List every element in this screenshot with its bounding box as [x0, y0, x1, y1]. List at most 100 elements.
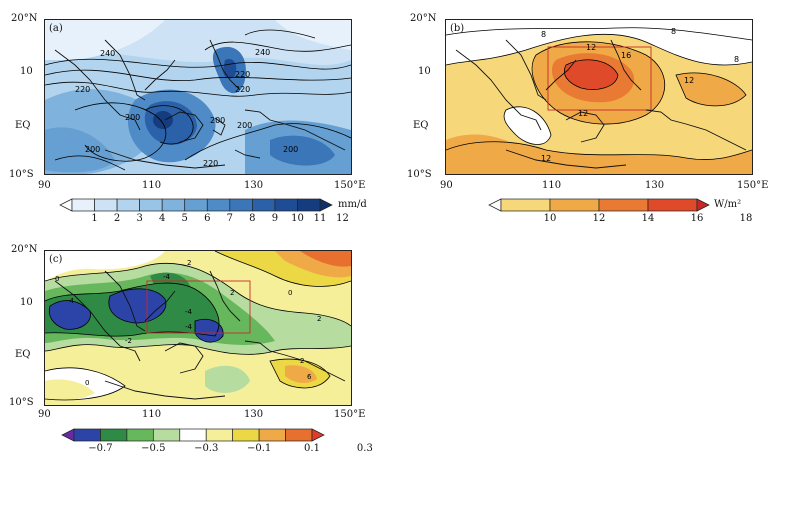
colorbar-swatch [258, 428, 286, 442]
map-a-contour-label: 240 [255, 48, 270, 57]
lat-tick-10n: 10 [20, 297, 33, 308]
lat-tick-10n: 10 [418, 66, 431, 77]
panel-label-c: (c) [49, 254, 63, 265]
colorbar-swatch [205, 428, 234, 442]
colorbar-tick-label: 4 [158, 213, 166, 224]
colorbar-tick-label: 12 [592, 213, 606, 224]
map-c-graphics: -4 -4 -4 -4 0 0 0 2 2 2 -2 2 6 [45, 251, 351, 405]
map-c-contour-label: 2 [187, 259, 191, 267]
map-b-contour-label: 16 [621, 51, 631, 60]
map-a-contour-label: 200 [210, 116, 225, 125]
colorbar-extend-right [311, 428, 325, 442]
map-c-contour-label: -4 [185, 323, 193, 331]
colorbar-tick-label: 0.1 [304, 443, 320, 454]
lon-tick-150e: 150°E [737, 180, 769, 191]
colorbar-tick-label: 3 [136, 213, 143, 224]
map-c: -4 -4 -4 -4 0 0 0 2 2 2 -2 2 6 (c) [44, 250, 352, 406]
map-a-contour-label: 220 [75, 85, 90, 94]
colorbar-swatch [229, 198, 253, 212]
map-c-contour-label: -2 [125, 337, 132, 345]
colorbar-tick-label: 7 [226, 213, 233, 224]
map-c-contour-label: 2 [230, 289, 234, 297]
colorbar-tick-label: 14 [641, 213, 655, 224]
map-c-contour-label: 2 [317, 315, 321, 323]
map-b-contour-label: 12 [586, 43, 596, 52]
colorbar-swatch [100, 428, 128, 442]
lat-tick-20n: 20°N [410, 13, 437, 24]
colorbar-a [59, 198, 333, 212]
colorbar-b [488, 198, 710, 212]
map-b: 8 8 8 12 12 12 12 16 (b) [445, 19, 753, 175]
colorbar-swatch [126, 428, 154, 442]
colorbar-b-graphics [488, 198, 710, 212]
lat-tick-20n: 20°N [11, 244, 38, 255]
colorbar-swatch [116, 198, 140, 212]
colorbar-a-unit: mm/d [338, 199, 367, 210]
map-c-contour-label: 2 [300, 357, 304, 365]
colorbar-tick-label: 5 [181, 213, 188, 224]
colorbar-swatch [285, 428, 313, 442]
colorbar-c [61, 428, 325, 442]
panel-label-a: (a) [49, 23, 63, 34]
colorbar-tick-label: 0.3 [356, 443, 373, 454]
colorbar-swatch [274, 198, 298, 212]
map-b-contour-label: 12 [541, 154, 551, 163]
map-a-graphics: 240 240 220 220 220 200 200 200 200 200 … [45, 20, 351, 174]
colorbar-tick-label: 6 [204, 213, 211, 224]
colorbar-tick-label: 8 [249, 213, 256, 224]
colorbar-tick-label: −0.5 [141, 443, 166, 454]
map-c-contour-label: -4 [67, 297, 75, 305]
colorbar-swatch [206, 198, 231, 212]
colorbar-tick-label: 9 [271, 213, 279, 224]
colorbar-tick-label: −0.1 [246, 443, 272, 454]
map-a: 240 240 220 220 220 200 200 200 200 200 … [44, 19, 352, 175]
colorbar-tick-label: 11 [313, 213, 327, 224]
colorbar-tick-label: 16 [690, 213, 704, 224]
map-a-contour-label: 220 [203, 159, 218, 168]
colorbar-tick-label: 1 [91, 213, 98, 224]
lon-tick-130: 130 [244, 409, 264, 420]
colorbar-extend-left [61, 428, 75, 442]
colorbar-swatch [184, 198, 208, 212]
panel-label-b: (b) [450, 23, 465, 34]
colorbar-tick-label: −0.7 [88, 443, 113, 454]
colorbar-swatch [94, 198, 118, 212]
colorbar-tick-label: 10 [291, 213, 304, 224]
map-a-contour-label: 220 [235, 85, 250, 94]
colorbar-swatch [549, 198, 600, 212]
colorbar-swatch [252, 198, 276, 212]
lon-tick-130: 130 [645, 180, 665, 191]
map-c-contour-label: 0 [55, 275, 59, 283]
lat-tick-20n: 20°N [11, 13, 38, 24]
colorbar-extend-left [59, 198, 73, 212]
colorbar-swatch [179, 428, 207, 442]
colorbar-tick-label: 12 [336, 213, 349, 224]
lon-tick-90: 90 [38, 180, 51, 191]
colorbar-b-unit: W/m² [714, 199, 742, 210]
colorbar-extend-left [488, 198, 502, 212]
colorbar-swatch [647, 198, 698, 212]
colorbar-extend-right [319, 198, 333, 212]
lat-tick-eq: EQ [15, 349, 31, 360]
map-a-contour-label: 200 [85, 145, 100, 154]
lon-tick-150e: 150°E [334, 409, 366, 420]
colorbar-tick-label: 10 [543, 213, 557, 224]
colorbar-a-graphics [59, 198, 333, 212]
map-b-contour-label: 8 [734, 55, 739, 64]
lat-tick-10s: 10°S [9, 169, 34, 180]
lon-tick-150e: 150°E [334, 180, 366, 191]
lon-tick-110: 110 [142, 180, 162, 191]
map-c-contour-label: -4 [185, 308, 193, 316]
colorbar-swatch [139, 198, 163, 212]
map-a-contour-label: 200 [125, 113, 140, 122]
map-b-graphics: 8 8 8 12 12 12 12 16 [446, 20, 752, 174]
map-b-contour-label: 12 [684, 76, 694, 85]
map-a-contour-label: 200 [283, 145, 298, 154]
colorbar-swatch [161, 198, 186, 212]
lat-tick-10n: 10 [20, 66, 33, 77]
lat-tick-eq: EQ [413, 120, 429, 131]
lat-tick-10s: 10°S [407, 169, 432, 180]
colorbar-extend-right [696, 198, 710, 212]
colorbar-swatch [71, 198, 95, 212]
map-a-contour-label: 200 [237, 121, 252, 130]
